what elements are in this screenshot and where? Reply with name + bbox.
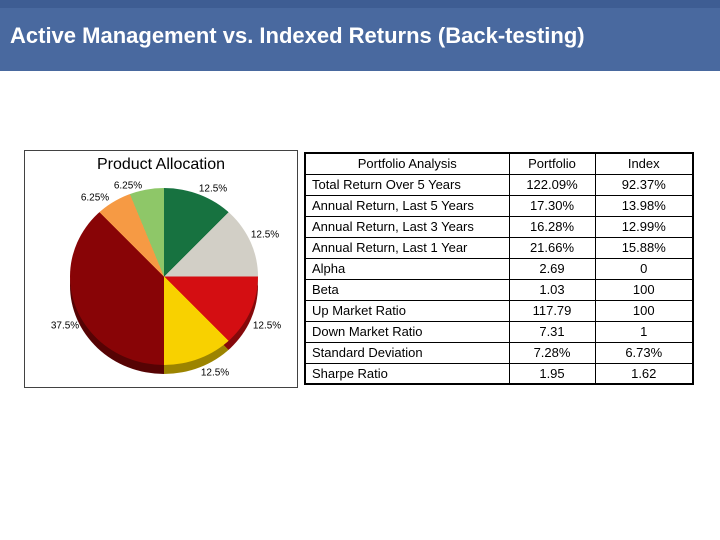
row-label: Beta (304, 278, 510, 301)
table-row: Annual Return, Last 5 Years 17.30% 13.98… (304, 194, 694, 217)
table-row: Beta 1.03 100 (304, 278, 694, 301)
portfolio-value: 21.66% (508, 236, 596, 259)
index-value: 92.37% (594, 173, 694, 196)
portfolio-value: 1.03 (508, 278, 596, 301)
index-value: 13.98% (594, 194, 694, 217)
row-label: Standard Deviation (304, 341, 510, 364)
portfolio-analysis-table: Portfolio Analysis Portfolio Index Total… (304, 152, 694, 385)
pie-slice-label: 6.25% (80, 192, 110, 204)
pie-slice-label: 37.5% (50, 320, 80, 332)
table-row: Down Market Ratio 7.31 1 (304, 320, 694, 343)
portfolio-value: 7.28% (508, 341, 596, 364)
row-label: Alpha (304, 257, 510, 280)
index-value: 15.88% (594, 236, 694, 259)
portfolio-value: 117.79 (508, 299, 596, 322)
table-row: Standard Deviation 7.28% 6.73% (304, 341, 694, 364)
slide-title: Active Management vs. Indexed Returns (B… (10, 22, 585, 48)
row-label: Sharpe Ratio (304, 362, 510, 385)
table-row: Annual Return, Last 3 Years 16.28% 12.99… (304, 215, 694, 238)
table-row: Up Market Ratio 117.79 100 (304, 299, 694, 322)
portfolio-value: 17.30% (508, 194, 596, 217)
pie-chart-title: Product Allocation (96, 156, 226, 173)
title-bar: Active Management vs. Indexed Returns (B… (0, 0, 720, 71)
column-header-analysis: Portfolio Analysis (304, 152, 510, 175)
row-label: Down Market Ratio (304, 320, 510, 343)
pie-slice-label: 12.5% (250, 229, 280, 241)
row-label: Total Return Over 5 Years (304, 173, 510, 196)
column-header-portfolio: Portfolio (508, 152, 596, 175)
row-label: Annual Return, Last 1 Year (304, 236, 510, 259)
row-label: Annual Return, Last 3 Years (304, 215, 510, 238)
index-value: 12.99% (594, 215, 694, 238)
portfolio-value: 1.95 (508, 362, 596, 385)
index-value: 1 (594, 320, 694, 343)
pie-slice-label: 12.5% (200, 367, 230, 379)
table-row: Annual Return, Last 1 Year 21.66% 15.88% (304, 236, 694, 259)
table-row: Total Return Over 5 Years 122.09% 92.37% (304, 173, 694, 196)
row-label: Annual Return, Last 5 Years (304, 194, 510, 217)
index-value: 1.62 (594, 362, 694, 385)
pie-slice-label: 12.5% (252, 320, 282, 332)
portfolio-value: 16.28% (508, 215, 596, 238)
table-header-row: Portfolio Analysis Portfolio Index (304, 152, 694, 175)
row-label: Up Market Ratio (304, 299, 510, 322)
index-value: 100 (594, 299, 694, 322)
portfolio-value: 2.69 (508, 257, 596, 280)
index-value: 6.73% (594, 341, 694, 364)
pie-slice-label: 6.25% (113, 180, 143, 192)
index-value: 100 (594, 278, 694, 301)
pie-chart-panel: Product Allocation 12.5% 12.5% 12.5% 12.… (24, 150, 298, 388)
portfolio-value: 7.31 (508, 320, 596, 343)
pie-slice-label: 12.5% (198, 183, 228, 195)
pie (70, 188, 258, 365)
portfolio-value: 122.09% (508, 173, 596, 196)
table-row: Alpha 2.69 0 (304, 257, 694, 280)
column-header-index: Index (594, 152, 694, 175)
table-row: Sharpe Ratio 1.95 1.62 (304, 362, 694, 385)
index-value: 0 (594, 257, 694, 280)
